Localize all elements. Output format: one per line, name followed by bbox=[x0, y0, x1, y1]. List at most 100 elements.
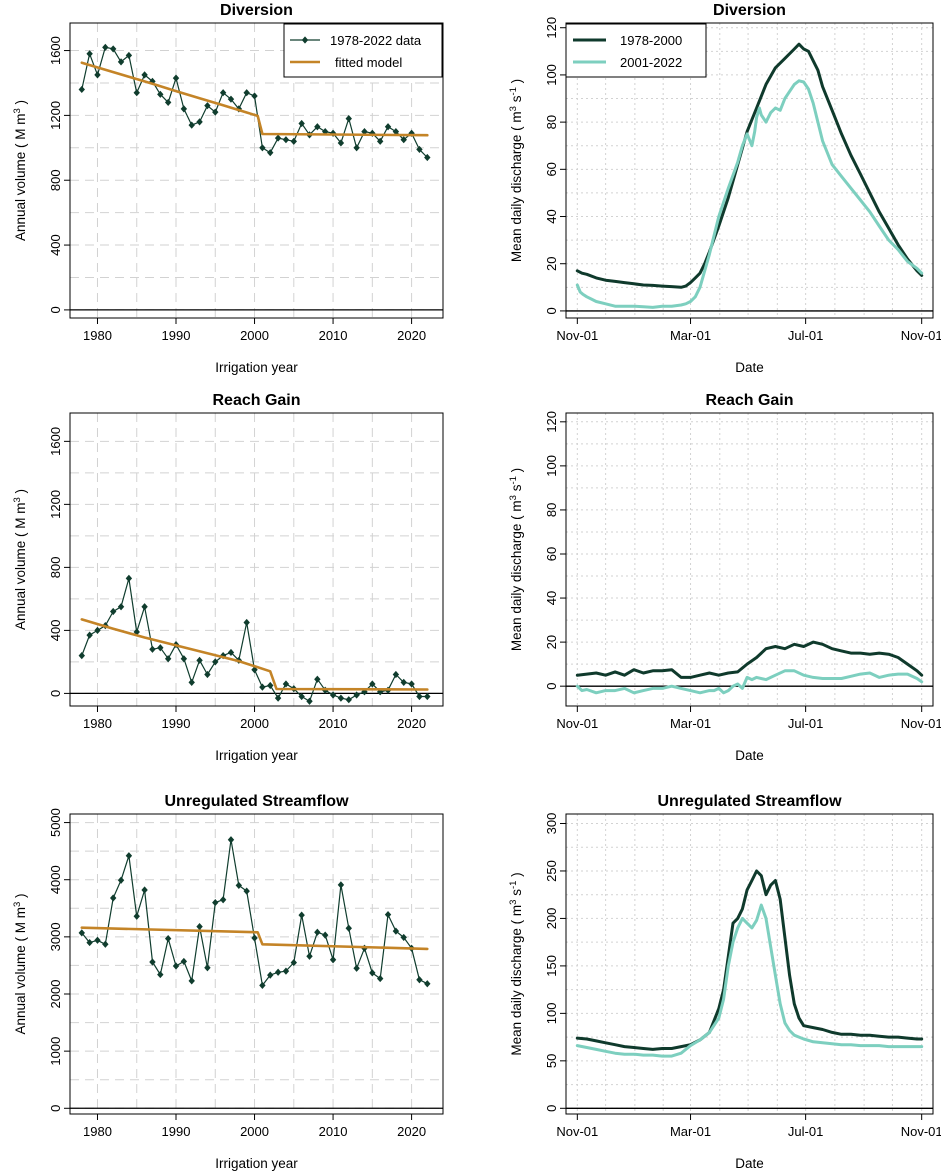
data-point bbox=[172, 74, 180, 82]
data-point bbox=[329, 956, 337, 964]
x-tick-label: 2000 bbox=[240, 328, 269, 343]
data-point bbox=[251, 92, 258, 100]
data-point bbox=[164, 98, 172, 107]
data-point bbox=[204, 964, 211, 972]
data-point bbox=[243, 89, 250, 97]
data-point bbox=[133, 89, 140, 97]
data-point bbox=[235, 881, 243, 890]
plot-frame bbox=[69, 412, 444, 707]
y-tick-label: 0 bbox=[544, 683, 559, 690]
y-tick-label: 80 bbox=[544, 115, 559, 129]
x-tick-label: 2020 bbox=[397, 1124, 426, 1139]
data-point bbox=[306, 697, 313, 705]
data-point bbox=[164, 655, 172, 663]
y-tick-label: 120 bbox=[544, 411, 559, 433]
x-tick-label: Nov-01 bbox=[556, 1124, 598, 1139]
data-point bbox=[204, 670, 211, 679]
y-axis: 0 1000 2000 3000 4000 5000 bbox=[48, 808, 70, 1112]
y-axis-label: Mean daily discharge ( m3 s-1 ) bbox=[508, 79, 525, 262]
grid bbox=[70, 814, 443, 1114]
legend-marker bbox=[301, 36, 309, 44]
data-point bbox=[259, 144, 266, 152]
data-point bbox=[212, 898, 219, 907]
legend-label-early: 1978-2000 bbox=[620, 33, 682, 48]
x-axis: 1980 1990 2000 2010 2020 bbox=[83, 318, 426, 343]
data-point bbox=[345, 696, 352, 704]
data-point bbox=[274, 968, 282, 976]
chart-rg_daily: 0 20 40 60 80 100 120 Nov-01 Mar-01 Jul-01 Nov-01 R… bbox=[508, 392, 941, 763]
x-tick-label: Nov-01 bbox=[556, 328, 598, 343]
y-axis: 0 20 40 60 80 100 120 bbox=[544, 17, 566, 315]
data-point bbox=[227, 836, 235, 844]
data-point bbox=[188, 678, 195, 686]
data-point bbox=[353, 144, 360, 152]
x-tick-label: 2010 bbox=[319, 328, 348, 343]
x-tick-label: Mar-01 bbox=[670, 1124, 711, 1139]
y-axis-label: Annual volume ( M m3 ) bbox=[12, 489, 29, 630]
data-point bbox=[188, 121, 195, 129]
x-axis-label: Date bbox=[735, 1156, 764, 1171]
data-point bbox=[384, 123, 392, 131]
x-axis-label: Irrigation year bbox=[215, 1156, 298, 1171]
data-point bbox=[282, 136, 290, 144]
y-axis: 0 20 40 60 80 100 120 bbox=[544, 411, 566, 690]
data-point bbox=[180, 105, 188, 113]
data-point bbox=[172, 962, 180, 970]
data-point bbox=[219, 896, 227, 904]
x-tick-label: Mar-01 bbox=[670, 716, 711, 731]
data-point bbox=[282, 680, 290, 688]
data-point bbox=[149, 645, 156, 653]
data-point bbox=[392, 927, 400, 935]
data-point bbox=[94, 936, 101, 944]
legend-label-late: 2001-2022 bbox=[620, 55, 682, 70]
x-tick-label: Nov-01 bbox=[901, 328, 941, 343]
y-tick-label: 100 bbox=[544, 455, 559, 477]
x-axis: Nov-01 Mar-01 Jul-01 Nov-01 bbox=[556, 706, 941, 731]
x-tick-label: 2000 bbox=[240, 1124, 269, 1139]
x-axis-label: Irrigation year bbox=[215, 360, 298, 375]
x-axis-label: Irrigation year bbox=[215, 748, 298, 763]
chart-title: Unregulated Streamflow bbox=[657, 793, 842, 810]
x-tick-label: 2020 bbox=[397, 716, 426, 731]
data-point bbox=[361, 127, 368, 136]
data-point bbox=[94, 71, 101, 79]
y-tick-label: 400 bbox=[48, 620, 63, 642]
y-axis: 0 400 800 1200 1600 bbox=[48, 427, 70, 697]
data-point bbox=[345, 115, 352, 123]
x-tick-label: Mar-01 bbox=[670, 328, 711, 343]
y-tick-label: 60 bbox=[544, 162, 559, 176]
data-point bbox=[290, 958, 297, 967]
data-point bbox=[314, 123, 321, 131]
data-point bbox=[117, 58, 125, 66]
data-point bbox=[102, 43, 109, 51]
data-point bbox=[392, 127, 400, 136]
data-point bbox=[133, 628, 140, 636]
data-point bbox=[78, 651, 85, 660]
data-point bbox=[424, 153, 431, 162]
plot-frame bbox=[565, 22, 934, 319]
x-axis-label: Date bbox=[735, 748, 764, 763]
data-point bbox=[314, 928, 321, 936]
y-tick-label: 250 bbox=[544, 860, 559, 882]
chart-title: Diversion bbox=[713, 2, 786, 19]
y-tick-label: 1600 bbox=[48, 427, 63, 456]
legend-label-data: 1978-2022 data bbox=[330, 33, 422, 48]
series-line-1 bbox=[575, 640, 924, 679]
data-point bbox=[117, 603, 125, 611]
data-point bbox=[125, 852, 133, 860]
data-point bbox=[117, 876, 125, 884]
series-line-2 bbox=[575, 903, 924, 1058]
data-point bbox=[219, 651, 227, 660]
data-point bbox=[353, 691, 360, 699]
y-tick-label: 0 bbox=[48, 1105, 63, 1112]
legend-box bbox=[283, 23, 443, 78]
data-point bbox=[337, 139, 345, 147]
data-point bbox=[322, 931, 329, 939]
x-axis: Nov-01 Mar-01 Jul-01 Nov-01 bbox=[556, 318, 941, 343]
data-point bbox=[290, 137, 297, 145]
data-point bbox=[86, 50, 93, 58]
series-line-2 bbox=[80, 926, 429, 951]
x-tick-label: 1990 bbox=[162, 1124, 191, 1139]
series-line-2 bbox=[80, 61, 429, 137]
y-tick-label: 80 bbox=[544, 503, 559, 517]
